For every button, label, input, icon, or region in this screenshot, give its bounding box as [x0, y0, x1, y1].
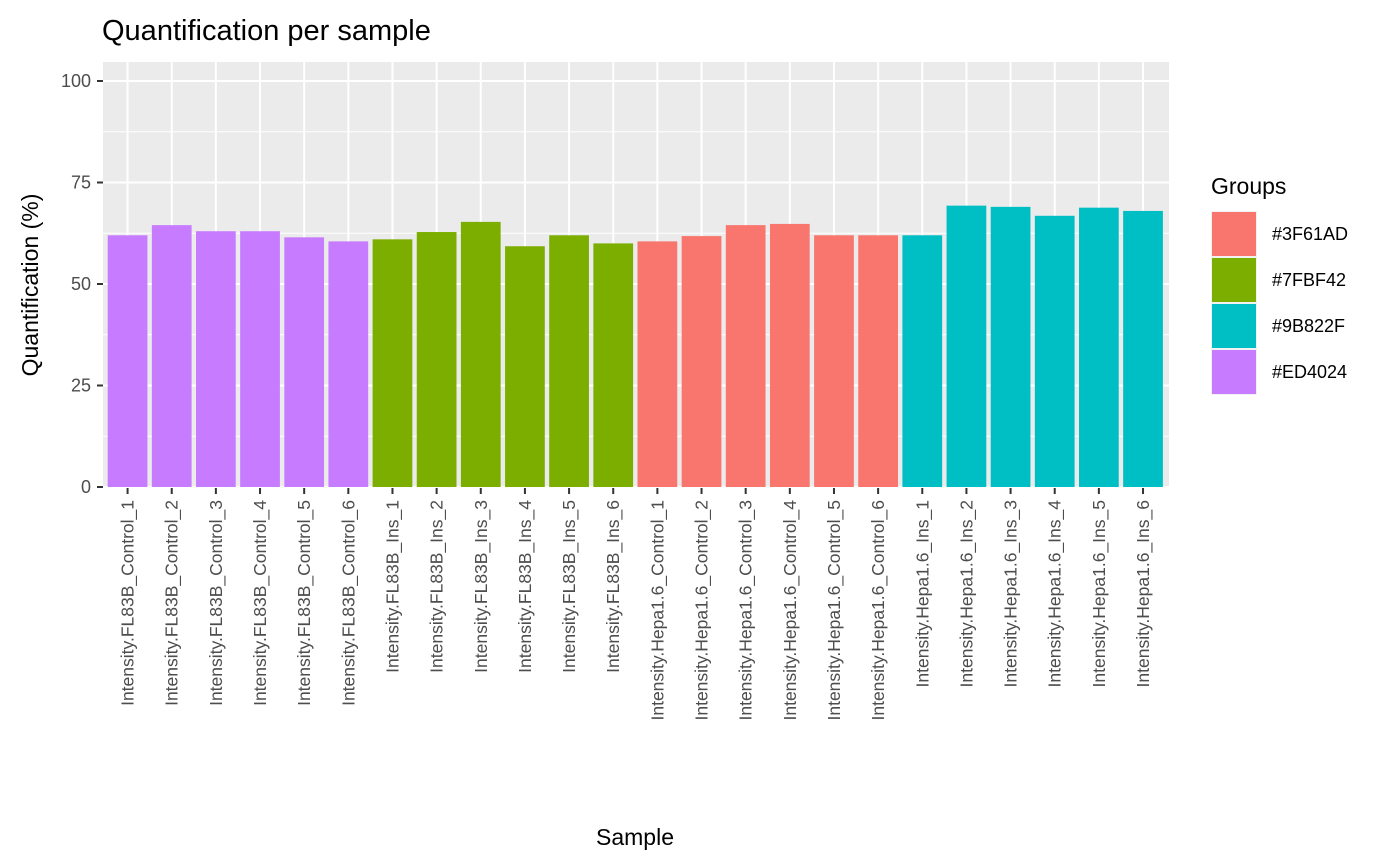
legend-label: #ED4024 — [1272, 362, 1347, 382]
legend-swatch — [1212, 212, 1256, 256]
y-tick-label: 100 — [61, 71, 91, 91]
y-tick-label: 0 — [81, 477, 91, 497]
x-tick-label: Intensity.Hepa1.6_Control_6 — [868, 500, 889, 721]
y-axis: 0 25 50 75 100 — [61, 71, 103, 497]
bar — [1079, 207, 1119, 487]
bars — [107, 205, 1163, 488]
x-tick-label: Intensity.FL83B_Ins_2 — [427, 500, 448, 673]
bar — [902, 235, 943, 487]
bar — [284, 237, 325, 487]
x-tick-label: Intensity.FL83B_Ins_3 — [471, 500, 492, 673]
bar — [946, 205, 987, 487]
bar — [1034, 215, 1075, 488]
chart-title: Quantification per sample — [102, 15, 431, 47]
x-tick-label: Intensity.FL83B_Ins_5 — [559, 500, 580, 673]
x-tick-label: Intensity.FL83B_Ins_4 — [515, 500, 536, 673]
y-tick-label: 25 — [71, 376, 91, 396]
bar — [416, 232, 457, 487]
x-tick-label: Intensity.FL83B_Control_4 — [250, 500, 271, 706]
legend-swatch — [1212, 304, 1256, 348]
x-tick-label: Intensity.FL83B_Control_3 — [206, 500, 227, 706]
x-tick-label: Intensity.Hepa1.6_Control_1 — [647, 500, 668, 721]
y-axis-title: Quantification (%) — [17, 194, 43, 377]
bar — [328, 241, 369, 487]
x-tick-label: Intensity.FL83B_Control_2 — [162, 500, 183, 706]
y-tick-label: 75 — [71, 173, 91, 193]
x-tick-label: Intensity.Hepa1.6_Ins_2 — [956, 500, 977, 687]
legend-title: Groups — [1211, 173, 1286, 199]
bar — [372, 239, 413, 487]
x-axis: Intensity.FL83B_Control_1 Intensity.FL83B… — [118, 488, 1154, 721]
x-tick-label: Intensity.Hepa1.6_Ins_6 — [1133, 500, 1154, 687]
bar — [769, 223, 810, 488]
bar — [505, 246, 545, 487]
bar — [196, 231, 236, 487]
bar — [593, 243, 634, 487]
legend: Groups #3F61AD #7FBF42 #9B822F #ED4024 — [1211, 173, 1348, 395]
bar — [814, 235, 854, 487]
bar — [549, 235, 589, 487]
x-tick-label: Intensity.FL83B_Control_5 — [294, 500, 315, 706]
legend-label: #7FBF42 — [1272, 270, 1346, 290]
bar — [240, 231, 280, 487]
x-tick-label: Intensity.Hepa1.6_Ins_4 — [1045, 500, 1066, 688]
bar — [637, 241, 678, 487]
bar — [858, 235, 898, 487]
x-tick-label: Intensity.FL83B_Ins_1 — [382, 500, 403, 673]
x-tick-label: Intensity.Hepa1.6_Control_5 — [824, 500, 845, 721]
x-tick-label: Intensity.Hepa1.6_Control_3 — [736, 500, 757, 721]
legend-swatch — [1212, 258, 1256, 302]
legend-label: #3F61AD — [1272, 224, 1348, 244]
bar — [151, 225, 192, 487]
bar — [990, 206, 1031, 488]
x-tick-label: Intensity.FL83B_Ins_6 — [603, 500, 624, 673]
x-axis-title: Sample — [596, 824, 674, 850]
bar — [725, 225, 766, 487]
x-tick-label: Intensity.FL83B_Control_1 — [118, 500, 139, 706]
x-tick-label: Intensity.Hepa1.6_Ins_3 — [1001, 500, 1022, 687]
bar — [681, 236, 722, 487]
x-tick-label: Intensity.Hepa1.6_Control_2 — [692, 500, 713, 721]
bar — [107, 235, 148, 487]
x-tick-label: Intensity.Hepa1.6_Control_4 — [780, 500, 801, 721]
y-tick-label: 50 — [71, 274, 91, 294]
x-tick-label: Intensity.Hepa1.6_Ins_5 — [1089, 500, 1110, 687]
legend-swatch — [1212, 350, 1256, 394]
x-tick-label: Intensity.Hepa1.6_Ins_1 — [912, 500, 933, 687]
legend-label: #9B822F — [1272, 316, 1345, 336]
bar — [460, 221, 501, 487]
bar — [1123, 210, 1163, 488]
x-tick-label: Intensity.FL83B_Control_6 — [338, 500, 359, 706]
